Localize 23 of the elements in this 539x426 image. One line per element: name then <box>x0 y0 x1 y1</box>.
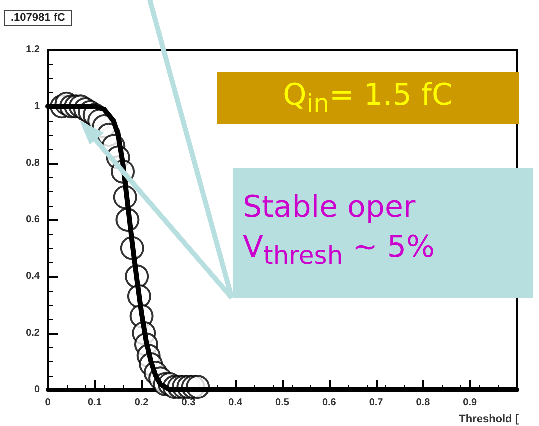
x-tick-label: 0.3 <box>182 398 196 408</box>
y-tick-label: 0.4 <box>26 271 40 282</box>
y-tick-label: 0 <box>34 384 40 396</box>
text: .107981 fC <box>11 12 66 24</box>
x-tick-label: 0.8 <box>416 398 431 408</box>
text-box: Q$_{in}$= 1.5 fC <box>217 72 519 124</box>
x-tick-label: 0.9 <box>463 398 478 408</box>
annotation: Stable oper V$_{thresh}$ ~ 5% <box>243 189 436 272</box>
x-axis-title: Threshold [ <box>459 414 520 426</box>
text-box: Stable oper V$_{thresh}$ ~ 5% <box>233 168 533 298</box>
x-tick-label: 0.2 <box>134 398 150 408</box>
x-tick-label: 0.4 <box>228 398 243 408</box>
x-tick-label: 0.6 <box>322 398 337 408</box>
annotation: Q$_{in}$= 1.5 fC <box>283 78 453 118</box>
y-tick-label: 0.6 <box>26 214 40 226</box>
x-tick-label: 0.5 <box>276 398 290 408</box>
y-tick-label: 1 <box>34 101 40 112</box>
y-tick-label: 0.2 <box>26 328 40 339</box>
x-tick-label: 0.7 <box>369 398 384 408</box>
y-tick-label: 1.2 <box>26 44 40 56</box>
x-tick-label: 0.1 <box>88 398 102 408</box>
y-tick-label: 0.8 <box>26 158 40 169</box>
x-tick-label: 0 <box>45 398 52 408</box>
